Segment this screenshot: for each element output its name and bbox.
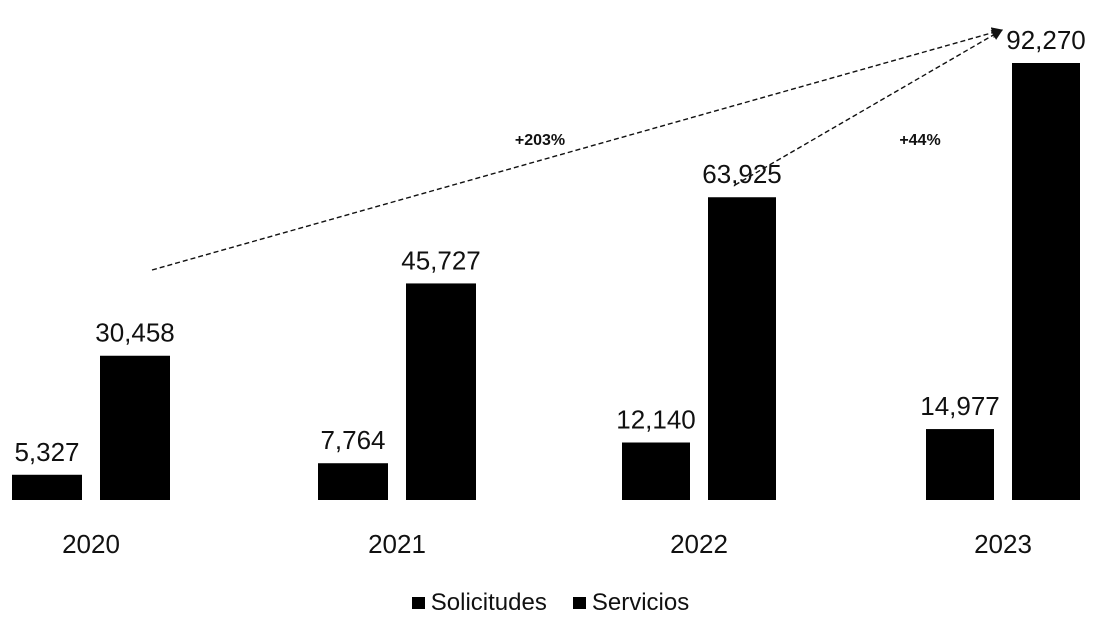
legend: Solicitudes Servicios (0, 588, 1101, 618)
data-label-solicitudes-2020: 5,327 (14, 437, 79, 467)
x-tick-label-2023: 2023 (974, 529, 1032, 559)
data-label-solicitudes-2021: 7,764 (320, 425, 385, 455)
legend-label-servicios: Servicios (591, 589, 690, 616)
legend-swatch-servicios (572, 597, 586, 609)
bar-solicitudes-2021 (318, 463, 388, 500)
bar-solicitudes-2020 (12, 474, 82, 500)
bar-servicios-2020 (100, 355, 170, 500)
data-label-servicios-2020: 30,458 (95, 318, 175, 348)
bar-servicios-2022 (708, 197, 776, 501)
growth-label-2: +44% (899, 132, 940, 149)
growth-arrow-2 (734, 29, 1003, 186)
x-tick-label-2021: 2021 (368, 529, 426, 559)
bar-solicitudes-2023 (926, 429, 994, 500)
growth-label-1: +203% (515, 132, 565, 149)
legend-label-solicitudes: Solicitudes (430, 589, 547, 616)
x-tick-label-2020: 2020 (62, 529, 120, 559)
data-label-solicitudes-2023: 14,977 (920, 391, 1000, 421)
legend-swatch-solicitudes (411, 597, 425, 609)
x-tick-label-2022: 2022 (670, 529, 728, 559)
bar-solicitudes-2022 (622, 442, 690, 500)
legend-item-solicitudes: Solicitudes (411, 589, 547, 617)
bar-servicios-2021 (406, 283, 476, 500)
bar-servicios-2023 (1012, 63, 1080, 500)
data-label-servicios-2021: 45,727 (401, 245, 481, 275)
growth-arrow-1 (151, 27, 1004, 271)
legend-item-servicios: Servicios (572, 589, 690, 617)
data-label-servicios-2022: 63,925 (702, 159, 782, 189)
data-label-solicitudes-2022: 12,140 (616, 405, 696, 435)
data-label-servicios-2023: 92,270 (1006, 25, 1086, 55)
